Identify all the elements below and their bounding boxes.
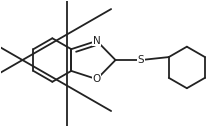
Text: O: O [93, 74, 101, 84]
Text: N: N [93, 36, 101, 46]
Text: S: S [138, 55, 144, 65]
